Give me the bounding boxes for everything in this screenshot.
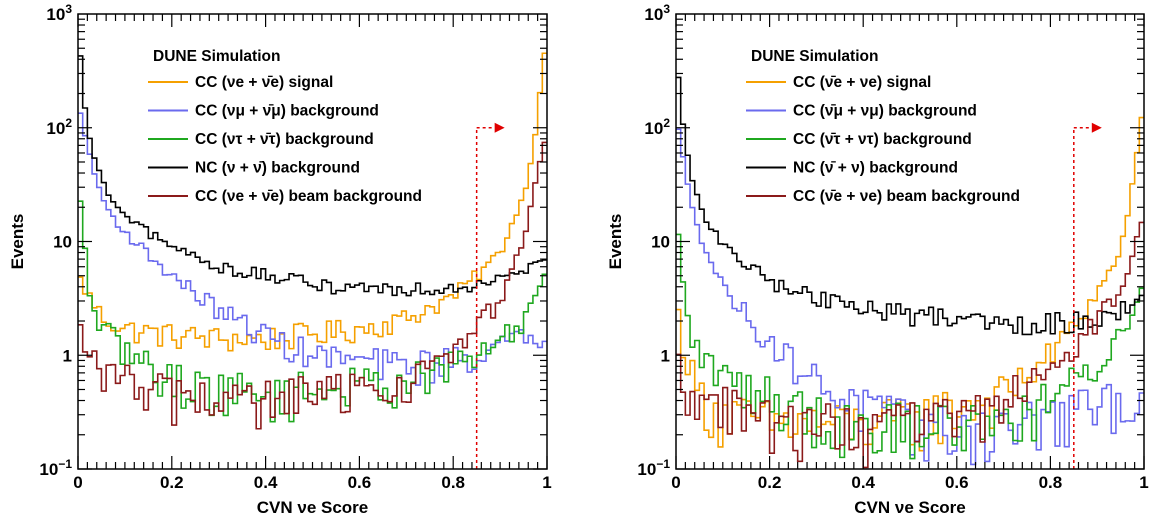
- legend-label: NC (ν̄ + ν) background: [793, 160, 958, 177]
- chart-panel-1: 0 0.2 0.4 0.6 0.8 1 10−1 1 10 102 103 CVN νe Score E…: [8, 2, 552, 517]
- legend-label: NC (ν + ν̄) background: [195, 160, 360, 177]
- legend-label: CC (ν̄e + νe) beam background: [793, 188, 1020, 205]
- y-tick-label: 10: [53, 233, 72, 252]
- cut-arrow-head: [1091, 122, 1102, 133]
- x-tick-label: 0.8: [1039, 473, 1063, 492]
- x-tick-label: 0: [671, 473, 680, 492]
- y-axis-label: Events: [606, 214, 625, 270]
- x-tick-label: 0.4: [851, 473, 875, 492]
- y-tick-label: 1: [661, 346, 670, 365]
- x-tick-label: 0.2: [160, 473, 184, 492]
- x-tick-label: 1: [542, 473, 551, 492]
- y-tick-label: 103: [644, 2, 670, 24]
- x-tick-label: 0.8: [441, 473, 465, 492]
- series-line-5: [676, 221, 1144, 469]
- y-tick-label: 10: [651, 233, 670, 252]
- series-line-1: [78, 52, 547, 352]
- x-tick-label: 0: [73, 473, 82, 492]
- cut-arrow-head: [494, 122, 505, 133]
- x-axis-label: CVN νe Score: [854, 498, 966, 517]
- x-tick-label: 0.4: [254, 473, 278, 492]
- legend-label: CC (ν̄τ + ντ) background: [793, 131, 972, 148]
- legend-label: CC (νe + ν̄e) signal: [195, 74, 333, 91]
- legend-label: CC (ν̄e + νe) signal: [793, 74, 931, 91]
- plot-area: [78, 52, 547, 430]
- chart-panel-2: 0 0.2 0.4 0.6 0.8 1 10−1 1 10 102 103 CVN νe Score E…: [606, 2, 1149, 517]
- y-tick-label: 1: [63, 346, 72, 365]
- series-line-2: [78, 112, 547, 386]
- y-tick-label: 10−1: [39, 457, 72, 479]
- y-tick-label: 10−1: [637, 457, 670, 479]
- y-tick-label: 102: [644, 116, 670, 138]
- series-line-4: [676, 76, 1144, 336]
- legend-label: CC (νμ + ν̄μ) background: [195, 103, 379, 120]
- legend-label: CC (ν̄μ + νμ) background: [793, 103, 977, 120]
- x-tick-label: 0.2: [758, 473, 782, 492]
- x-axis-label: CVN νe Score: [257, 498, 369, 517]
- x-tick-label: 0.6: [348, 473, 372, 492]
- y-axis-label: Events: [8, 214, 27, 270]
- legend-label: CC (ντ + ν̄τ) background: [195, 131, 374, 148]
- chart-annotation: DUNE Simulation: [751, 48, 878, 65]
- x-tick-label: 0.6: [945, 473, 969, 492]
- series-line-5: [78, 141, 547, 430]
- x-tick-label: 1: [1139, 473, 1148, 492]
- y-tick-label: 102: [46, 116, 72, 138]
- series-line-3: [78, 200, 547, 423]
- y-tick-label: 103: [46, 2, 72, 24]
- chart-annotation: DUNE Simulation: [153, 48, 280, 65]
- plot-area: [676, 76, 1144, 469]
- legend-label: CC (νe + ν̄e) beam background: [195, 188, 422, 205]
- series-line-4: [78, 55, 547, 297]
- series-line-3: [676, 233, 1144, 460]
